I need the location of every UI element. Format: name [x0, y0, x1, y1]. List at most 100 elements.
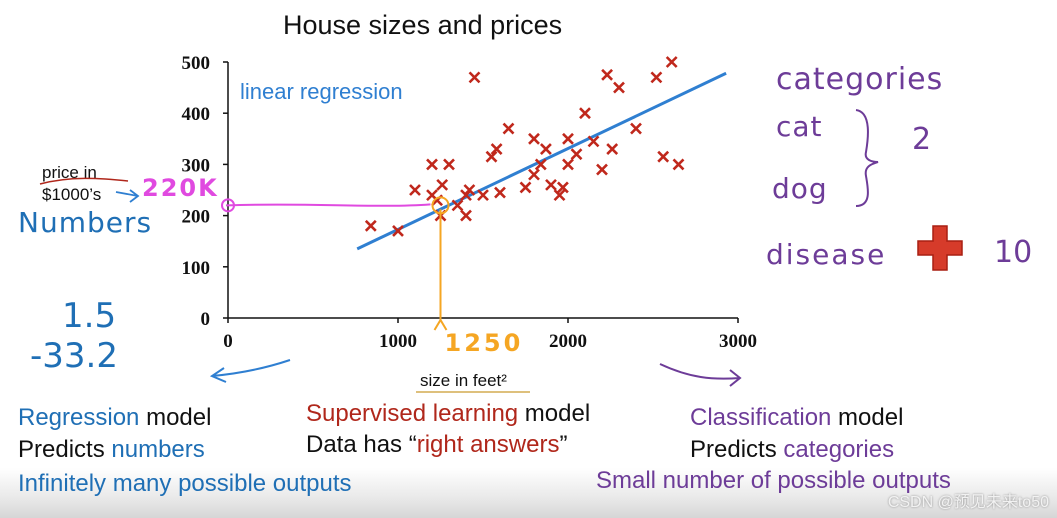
supervised-data-has: Data has “: [306, 431, 417, 458]
y-axis-label-line2: $1000’s: [42, 185, 101, 204]
brace-icon: [855, 109, 879, 207]
classification-predicts: Predicts categories: [690, 436, 894, 464]
regression-line: [356, 71, 727, 251]
category-disease: disease: [766, 238, 887, 271]
y-tick-label: 200: [182, 207, 211, 228]
regression-predicts-numbers: numbers: [111, 436, 205, 463]
data-point: [451, 199, 464, 212]
data-point: [650, 71, 663, 84]
data-point: [443, 158, 455, 171]
output-value-label: 220K: [142, 174, 219, 202]
data-point: [570, 148, 583, 161]
data-point: [409, 184, 421, 196]
annotations: linear regression 220K 1250: [142, 79, 524, 357]
axes: [223, 61, 739, 323]
y-tick-label: 100: [182, 258, 211, 279]
data-point: [477, 189, 489, 202]
data-point: [562, 132, 574, 145]
data-point: [534, 158, 547, 171]
chart-title: House sizes and prices: [283, 10, 563, 40]
data-points: [356, 56, 727, 251]
classification-title: Classification model: [690, 404, 903, 432]
right-arrow-icon: [659, 363, 742, 387]
y-tick-label: 300: [182, 155, 211, 176]
watermark: CSDN @预见未来to50: [887, 494, 1049, 511]
y-tick-label: 0: [201, 309, 211, 330]
handwritten-decor: [39, 109, 963, 393]
regression-term: Regression: [18, 404, 140, 431]
category-dog: dog: [772, 172, 828, 205]
regression-predicts: Predicts numbers: [18, 436, 205, 464]
data-point: [596, 163, 608, 176]
supervised-title: Supervised learning model: [306, 400, 590, 428]
data-point: [556, 181, 569, 194]
data-point: [494, 186, 506, 199]
y-tick-label: 400: [182, 104, 211, 125]
output-point-circle: [221, 198, 235, 213]
data-point: [562, 158, 574, 171]
regression-outputs: Infinitely many possible outputs: [18, 470, 352, 497]
data-point: [519, 181, 532, 194]
data-point: [502, 122, 515, 135]
classification-term: Classification: [690, 404, 832, 431]
data-point: [485, 150, 498, 163]
data-point: [672, 158, 685, 171]
tick-labels: 0 100 200 300 400 500 0 1000 2000 3000 price in $10…: [42, 53, 757, 390]
classification-outputs: Small number of possible outputs: [596, 467, 951, 494]
data-point: [528, 168, 540, 181]
supervised-answers: right answers: [416, 431, 560, 458]
data-point: [665, 56, 678, 68]
example-value-1: 1.5: [62, 296, 117, 336]
y-label-arrow-icon: [115, 189, 140, 203]
data-point: [426, 158, 438, 171]
example-value-2: -33.2: [30, 336, 118, 376]
numbers-note: Numbers: [18, 206, 153, 239]
supervised-term: Supervised learning: [306, 400, 519, 427]
data-point: [613, 81, 625, 94]
input-value-label: 1250: [445, 329, 524, 357]
data-point: [463, 184, 476, 196]
data-point: [657, 150, 670, 163]
x-tick-label: 0: [223, 331, 233, 352]
data-point: [460, 209, 472, 222]
x-tick-label: 2000: [549, 331, 587, 352]
categories-note: categories: [776, 62, 944, 97]
output-guide-line: [225, 203, 431, 207]
data-point: [553, 189, 566, 202]
y-axis-label-line1: price in: [42, 163, 97, 182]
left-arrow-icon: [209, 359, 291, 383]
x-tick-label: 3000: [719, 331, 757, 352]
regression-title: Regression model: [18, 404, 211, 432]
regression-model-word: model: [139, 404, 212, 431]
supervised-right-answers: Data has “right answers”: [306, 431, 567, 459]
regression-line-label: linear regression: [240, 79, 403, 104]
category-count-small: 2: [912, 122, 932, 157]
data-point: [468, 71, 481, 84]
x-tick-label: 1000: [379, 331, 417, 352]
data-point: [587, 135, 600, 148]
data-point: [392, 225, 404, 237]
red-cross-icon: [917, 225, 963, 271]
data-point: [364, 219, 377, 232]
classification-model-word: model: [831, 404, 904, 431]
data-point: [630, 122, 642, 135]
data-point: [601, 68, 614, 81]
y-tick-label: 500: [182, 53, 211, 74]
data-point: [606, 143, 619, 155]
supervised-model-word: model: [518, 400, 591, 427]
data-point: [579, 107, 591, 120]
input-point-circle: [431, 196, 450, 215]
data-point: [539, 143, 552, 155]
category-cat: cat: [776, 110, 823, 143]
y-label-underline: [39, 177, 129, 185]
input-arrow-icon: [433, 318, 448, 331]
regression-predicts-label: Predicts: [18, 436, 112, 463]
x-axis-label: size in feet²: [420, 371, 507, 390]
classification-predicts-categories: categories: [783, 436, 895, 463]
data-point: [545, 178, 557, 191]
category-count-large: 10: [994, 235, 1033, 270]
data-point: [490, 143, 503, 155]
data-point: [436, 178, 449, 191]
data-point: [528, 132, 540, 145]
